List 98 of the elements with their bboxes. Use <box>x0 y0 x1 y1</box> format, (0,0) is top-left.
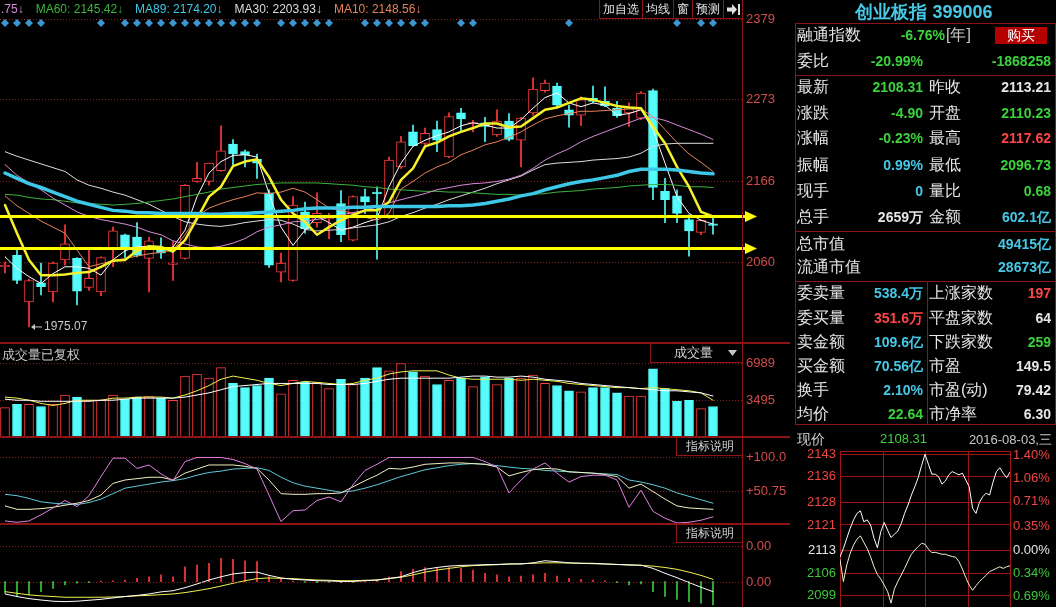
text: 64 <box>1035 309 1051 328</box>
y-tick-label: +50.75 <box>746 482 787 498</box>
text: 2110.23 <box>1001 104 1051 123</box>
text: 总手 <box>797 207 829 227</box>
text: 0.00 <box>746 538 772 554</box>
text: 量比 <box>929 181 961 201</box>
text: -1868258 <box>991 52 1051 71</box>
text: 0.99% <box>883 156 923 175</box>
text: 涨跌 <box>797 103 829 123</box>
text: 昨收 <box>929 77 961 97</box>
y-tick-label: 2106 <box>807 564 836 580</box>
y2-tick-label: 1.40% <box>1013 446 1051 462</box>
text: MA60: 2145.42↓ <box>35 2 124 16</box>
text: 0 <box>915 182 923 201</box>
y-tick-label: 2379 <box>746 10 775 26</box>
text: 流通市值 <box>797 257 861 277</box>
text: 22.64 <box>887 405 923 424</box>
text: 2108.31 <box>872 78 923 97</box>
annotation: 预测 <box>696 0 720 18</box>
y-tick-label: +100.0 <box>746 449 787 465</box>
text: 197 <box>1027 284 1051 303</box>
y-tick-label: 2136 <box>807 468 836 484</box>
text: 委卖量 <box>797 283 845 303</box>
annotation: 窗 <box>677 0 689 18</box>
text: 成交量已复权 <box>2 346 80 364</box>
text: 2.10% <box>883 381 923 400</box>
y2-tick-label: 0.71% <box>1013 493 1051 509</box>
text: 下跌家数 <box>929 332 993 352</box>
y-tick-label: 2166 <box>746 172 775 188</box>
text: 最低 <box>929 155 961 175</box>
text: -4.90 <box>891 104 923 123</box>
text: -0.23% <box>878 129 923 148</box>
text: 总市值 <box>797 234 845 254</box>
text: 351.6万 <box>873 309 923 328</box>
annotation: 指标说明 <box>685 438 734 455</box>
y2-tick-label: 0.34% <box>1013 564 1051 580</box>
text: 79.42 <box>1015 381 1051 400</box>
text: .75↓ <box>1 2 24 16</box>
text: 最高 <box>929 128 961 148</box>
text: 均价 <box>797 404 829 424</box>
text: 委买量 <box>797 308 845 328</box>
text: 购买 <box>995 27 1047 44</box>
text: 融通指数 <box>797 25 861 45</box>
text: 涨幅 <box>797 128 829 148</box>
text: 最新 <box>797 77 829 97</box>
text: 上涨家数 <box>929 283 993 303</box>
text: 买金额 <box>797 356 845 376</box>
text: 市盈(动) <box>929 380 988 400</box>
text: 602.1亿 <box>1001 208 1051 227</box>
text: 市净率 <box>929 404 977 424</box>
text: 49415亿 <box>998 235 1051 254</box>
text: 委比 <box>797 51 829 71</box>
text: MA89: 2174.20↓ <box>135 2 223 16</box>
text: MA30: 2203.93↓ <box>234 2 322 16</box>
text: 2108.31 <box>880 431 927 446</box>
text: MA10: 2148.56↓ <box>333 2 422 16</box>
annotation: 加自选 <box>603 0 639 18</box>
text: 70.56亿 <box>873 357 923 376</box>
text: 换手 <box>797 380 829 400</box>
text: 2117.62 <box>1001 129 1051 148</box>
text: 2096.73 <box>1000 156 1051 175</box>
text: 2016-08-03,三 <box>968 431 1052 449</box>
text: 2659万 <box>877 208 923 227</box>
text: 259 <box>1027 333 1051 352</box>
y-tick-label: 3495 <box>746 391 775 407</box>
text: 市盈 <box>929 356 961 376</box>
text: 0.68 <box>1023 182 1051 201</box>
y-tick-label: 2128 <box>807 494 836 510</box>
y-tick-label: 2121 <box>807 516 836 532</box>
text: 创业板指 399006 <box>855 0 993 24</box>
text: 现手 <box>797 181 829 201</box>
text: [年] <box>946 25 971 45</box>
text: 6.30 <box>1023 405 1051 424</box>
y2-tick-label: 0.69% <box>1013 588 1051 604</box>
annotation: 均线 <box>646 0 670 18</box>
text: 2113.21 <box>1001 78 1051 97</box>
text: 开盘 <box>929 103 961 123</box>
y-tick-label: 2099 <box>807 587 836 603</box>
ref-line-label: 0.00 <box>746 574 772 590</box>
text: 平盘家数 <box>929 308 993 328</box>
text: 卖金额 <box>797 332 845 352</box>
text: 149.5 <box>1015 357 1051 376</box>
text: -6.76% <box>900 26 945 45</box>
y2-tick-label: 1.06% <box>1013 469 1051 485</box>
y-tick-label: 6989 <box>746 355 775 371</box>
y2-tick-label: 0.00% <box>1013 541 1051 557</box>
y2-tick-label: 0.35% <box>1013 517 1051 533</box>
text: 28673亿 <box>998 258 1051 277</box>
text: -20.99% <box>870 52 923 71</box>
annotation: 1975.07 <box>44 319 88 334</box>
text: 109.6亿 <box>873 333 923 352</box>
annotation: 成交量 <box>674 344 713 362</box>
text: 金额 <box>929 207 961 227</box>
text: 538.4万 <box>873 284 923 303</box>
y-tick-label: 2113 <box>808 542 836 558</box>
y-tick-label: 2273 <box>746 91 775 107</box>
y-tick-label: 2060 <box>746 253 775 269</box>
text: 振幅 <box>797 155 829 175</box>
